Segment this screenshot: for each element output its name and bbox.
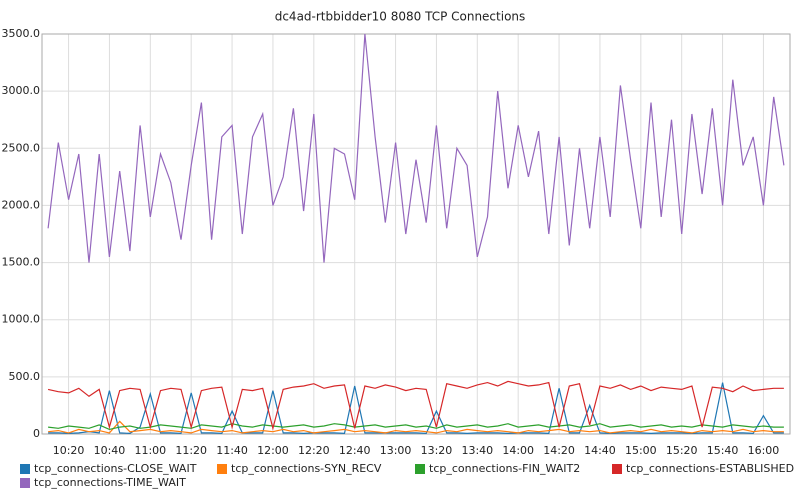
x-tick-label: 10:40 [94, 444, 126, 457]
y-tick-label: 3500.0 [2, 27, 41, 40]
y-tick-label: 1000.0 [2, 313, 41, 326]
legend-swatch [612, 464, 622, 474]
x-tick-label: 11:20 [175, 444, 207, 457]
x-tick-label: 12:20 [298, 444, 330, 457]
x-tick-label: 12:00 [257, 444, 289, 457]
x-tick-label: 15:40 [707, 444, 739, 457]
x-tick-label: 13:00 [380, 444, 412, 457]
y-tick-label: 2000.0 [2, 198, 41, 211]
x-tick-label: 14:00 [502, 444, 534, 457]
plot-area [42, 34, 790, 434]
x-tick-label: 11:00 [134, 444, 166, 457]
legend-label: tcp_connections-FIN_WAIT2 [429, 462, 580, 475]
x-tick-label: 13:20 [421, 444, 453, 457]
plot-frame [41, 33, 791, 435]
legend-label: tcp_connections-SYN_RECV [231, 462, 382, 475]
x-tick-label: 13:40 [461, 444, 493, 457]
legend-swatch [415, 464, 425, 474]
legend-swatch [20, 464, 30, 474]
legend-label: tcp_connections-TIME_WAIT [34, 476, 186, 489]
series-line [47, 33, 785, 263]
series-line [48, 423, 784, 431]
x-tick-label: 10:20 [53, 444, 85, 457]
x-tick-label: 16:00 [748, 444, 780, 457]
y-tick-label: 3000.0 [2, 84, 41, 97]
chart-title: dc4ad-rtbbidder10 8080 TCP Connections [275, 10, 526, 24]
x-tick-label: 14:20 [543, 444, 575, 457]
x-tick-label: 15:20 [666, 444, 698, 457]
legend-label: tcp_connections-CLOSE_WAIT [34, 462, 197, 475]
legend-swatch [20, 478, 30, 488]
x-tick-label: 15:00 [625, 444, 657, 457]
y-tick-label: 1500.0 [2, 256, 41, 269]
series-line [48, 420, 784, 434]
series-line [47, 380, 784, 431]
x-tick-label: 14:40 [584, 444, 616, 457]
x-tick-label: 12:40 [339, 444, 371, 457]
legend-label: tcp_connections-ESTABLISHED [626, 462, 794, 475]
y-tick-label: 2500.0 [2, 141, 41, 154]
x-tick-label: 11:40 [216, 444, 248, 457]
series-line [48, 382, 784, 435]
y-tick-label: 0 [33, 427, 40, 440]
legend-swatch [217, 464, 227, 474]
y-tick-label: 500.0 [9, 370, 41, 383]
